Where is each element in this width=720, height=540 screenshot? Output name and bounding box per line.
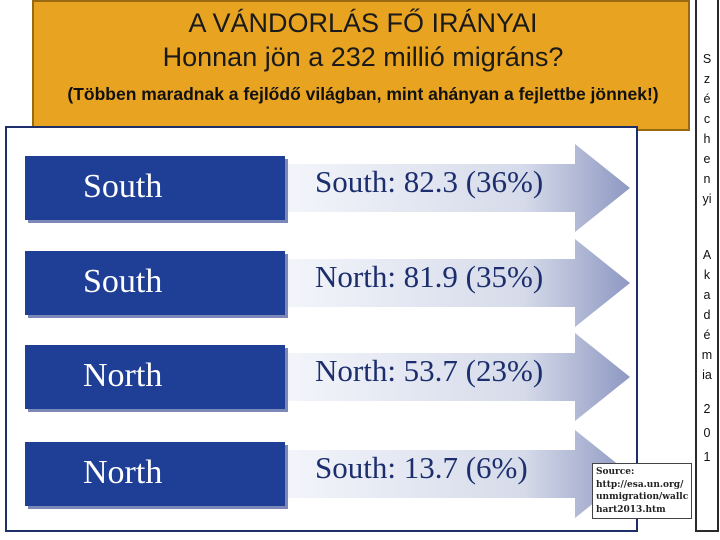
- sidebar-char: é: [703, 328, 711, 342]
- sidebar-char: c: [703, 112, 711, 126]
- header-box: [32, 0, 690, 131]
- arrow-shape-3: [275, 333, 630, 421]
- title-line-1: A VÁNDORLÁS FŐ IRÁNYAI: [188, 8, 538, 38]
- flow-row-1: South South: 82.3 (36%): [25, 144, 630, 232]
- origin-box-2: South: [25, 251, 285, 315]
- sidebar-char: m: [701, 348, 713, 362]
- origin-label-2: South: [83, 263, 163, 300]
- origin-label-3: North: [83, 357, 163, 394]
- source-line-4: hart2013.htm: [596, 504, 666, 515]
- flow-label-3: North: 53.7 (23%): [315, 353, 544, 388]
- sidebar-char: S: [702, 52, 712, 66]
- origin-label-4: North: [83, 454, 163, 491]
- arrow-shape-2: [275, 239, 630, 327]
- origin-label-1: South: [83, 168, 163, 205]
- origin-box-1: South: [25, 156, 285, 220]
- figure-canvas: South South: 82.3 (36%) South North: 81.…: [25, 144, 630, 526]
- flow-row-2: South North: 81.9 (35%): [25, 239, 630, 327]
- sidebar-char: n: [703, 172, 711, 186]
- origin-box-3: North: [25, 345, 285, 409]
- sidebar-char: 1: [703, 450, 711, 464]
- source-line-2: http://esa.un.org/: [596, 479, 684, 490]
- flow-label-2: North: 81.9 (35%): [315, 259, 544, 294]
- page-title: A VÁNDORLÁS FŐ IRÁNYAI Honnan jön a 232 …: [32, 6, 694, 74]
- sidebar-char: 2: [703, 402, 711, 416]
- sidebar-char: é: [703, 92, 711, 106]
- sidebar-panel: [695, 0, 719, 532]
- title-line-2: Honnan jön a 232 millió migráns?: [162, 42, 564, 72]
- source-line-1: Source:: [596, 467, 635, 477]
- sidebar-char: 0: [703, 426, 711, 440]
- sidebar-char: a: [703, 288, 711, 302]
- sidebar-char: ia: [702, 368, 712, 382]
- sidebar-char: A: [702, 248, 712, 262]
- subtitle: (Többen maradnak a fejlődő világban, min…: [67, 84, 659, 104]
- flow-label-1: South: 82.3 (36%): [315, 164, 544, 199]
- flow-row-4: North South: 13.7 (6%): [25, 430, 630, 518]
- flow-row-3: North North: 53.7 (23%): [25, 333, 630, 421]
- sidebar-char: d: [703, 308, 711, 322]
- sidebar-char: z: [703, 72, 711, 86]
- arrow-shape-4: [275, 430, 630, 518]
- flow-label-4: South: 13.7 (6%): [315, 450, 528, 485]
- origin-box-4: North: [25, 442, 285, 506]
- sidebar-char: e: [703, 152, 711, 166]
- sidebar-char: k: [703, 268, 711, 282]
- sidebar-char: yi: [702, 192, 712, 206]
- sidebar-char: h: [703, 132, 711, 146]
- arrow-shape-1: [275, 144, 630, 232]
- migration-figure: South South: 82.3 (36%) South North: 81.…: [5, 126, 638, 532]
- source-note: Source: http://esa.un.org/ unmigration/w…: [592, 463, 692, 519]
- source-line-3: unmigration/wallc: [596, 492, 689, 502]
